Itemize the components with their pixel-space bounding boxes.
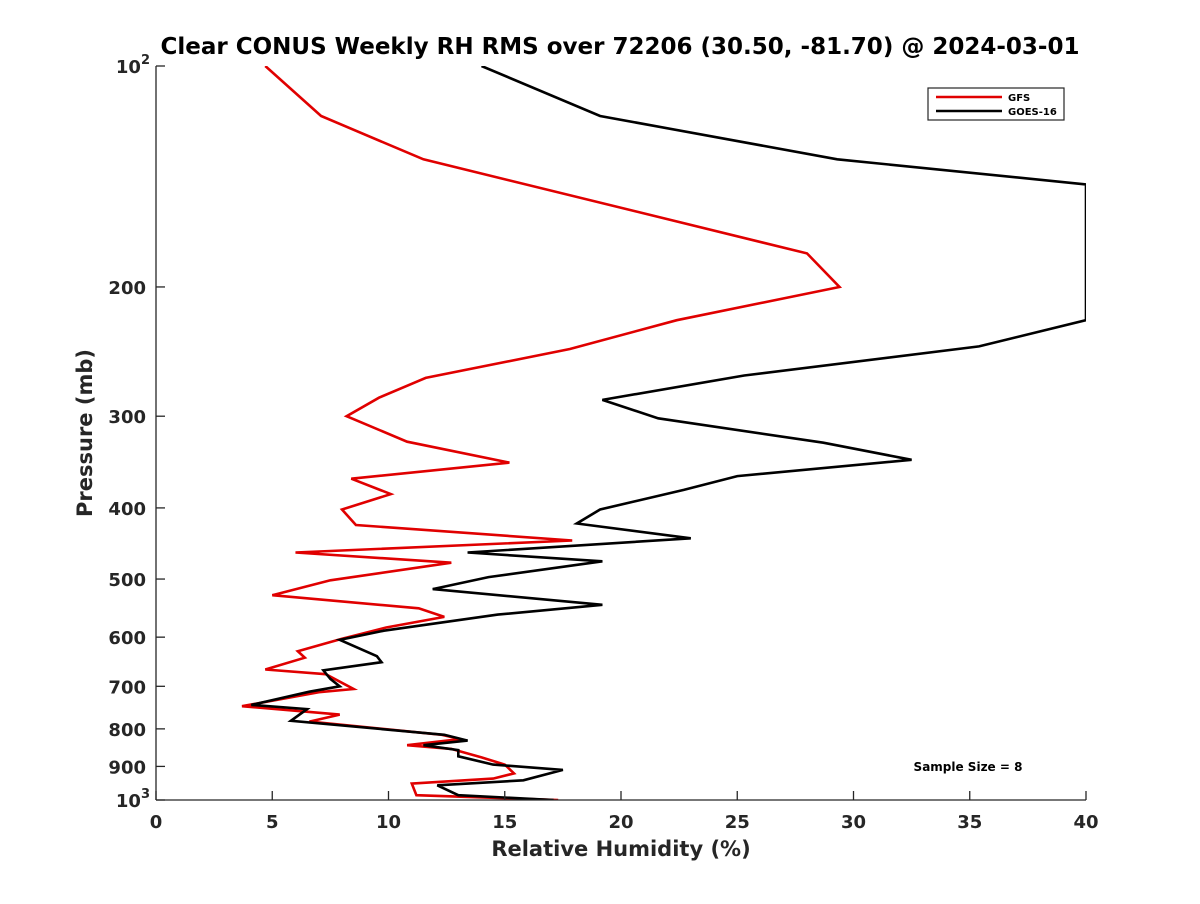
- sample-size-annotation: Sample Size = 8: [914, 760, 1023, 774]
- chart-title: Clear CONUS Weekly RH RMS over 72206 (30…: [161, 34, 1080, 60]
- x-axis-label: Relative Humidity (%): [491, 837, 750, 861]
- x-tick-label: 40: [1073, 812, 1098, 833]
- x-tick-label: 20: [608, 812, 633, 833]
- y-axis-label: Pressure (mb): [73, 349, 97, 517]
- legend-label-goes16: GOES-16: [1008, 107, 1057, 118]
- x-tick-label: 35: [957, 812, 982, 833]
- legend-label-gfs: GFS: [1008, 93, 1030, 104]
- y-tick-label: 800: [108, 720, 146, 741]
- x-tick-label: 25: [725, 812, 750, 833]
- legend: GFS GOES-16: [927, 87, 1065, 121]
- axes-layer: 0 5 10 15 20 25 30 35 40 102 200 300 400 500 600 700 800…: [108, 53, 1098, 833]
- y-tick-label: 102: [116, 53, 150, 78]
- x-tick-label: 30: [841, 812, 866, 833]
- y-tick-label: 103: [116, 787, 150, 812]
- x-tick-label: 15: [492, 812, 517, 833]
- y-tick-label: 400: [108, 499, 146, 520]
- y-tick-label: 600: [108, 628, 146, 649]
- series-layer: [241, 66, 1086, 800]
- series-line-goes16: [251, 66, 1086, 800]
- y-tick-label: 700: [108, 677, 146, 698]
- plot-area: 0 5 10 15 20 25 30 35 40 102 200 300 400 500 600 700 800…: [108, 53, 1098, 833]
- y-tick-label: 500: [108, 570, 146, 591]
- x-tick-label: 10: [376, 812, 401, 833]
- y-tick-label: 300: [108, 407, 146, 428]
- x-tick-label: 0: [150, 812, 163, 833]
- y-tick-label: 900: [108, 757, 146, 778]
- x-tick-label: 5: [266, 812, 279, 833]
- legend-box: [927, 87, 1065, 121]
- y-tick-label: 200: [108, 278, 146, 299]
